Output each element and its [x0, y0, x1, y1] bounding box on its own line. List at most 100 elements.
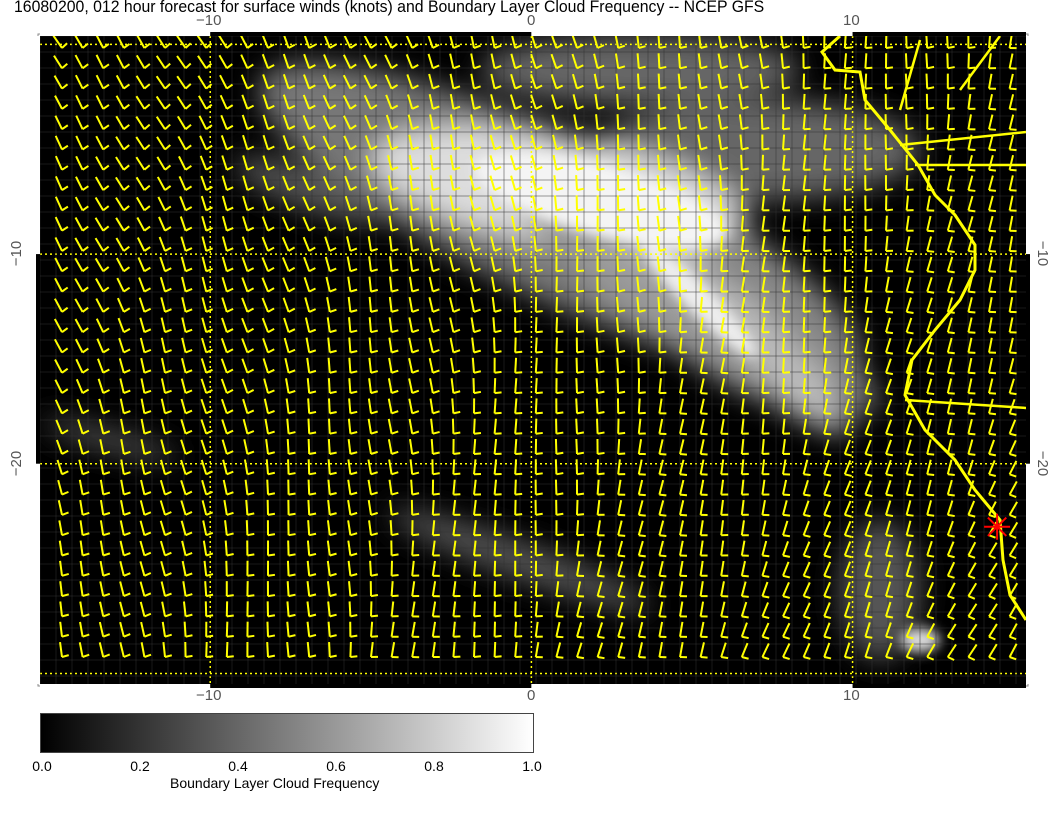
wind-barb [448, 256, 461, 273]
wind-barb [347, 520, 358, 537]
wind-barb [738, 36, 749, 49]
wind-barb [782, 114, 791, 131]
wind-barb [555, 256, 564, 273]
wind-barb [135, 95, 151, 110]
wind-barb [740, 296, 749, 314]
wind-barb [367, 236, 378, 252]
wind-barb [988, 114, 997, 131]
wind-barb [864, 256, 873, 273]
wind-barb [160, 439, 172, 455]
country-border [904, 398, 1026, 410]
wind-barb [201, 317, 214, 334]
wind-barb [967, 480, 976, 497]
wind-barb [636, 195, 646, 212]
wind-barb [576, 317, 585, 334]
wind-barb [782, 398, 791, 415]
wind-barb [761, 499, 770, 517]
wind-barb [946, 479, 955, 497]
wind-barb [473, 641, 482, 658]
wind-barb [367, 215, 378, 232]
wind-barb [490, 236, 502, 252]
wind-barb [326, 296, 337, 313]
wind-barb [720, 499, 729, 516]
wind-barb [59, 621, 70, 638]
wind-barb [679, 418, 688, 436]
wind-barb [182, 581, 193, 598]
wind-barb [534, 459, 543, 476]
wind-barb [115, 95, 130, 110]
wind-barb [96, 338, 110, 354]
wind-barb [636, 175, 646, 192]
wind-barb [864, 622, 873, 639]
wind-barb [469, 154, 481, 171]
wind-barb [514, 317, 523, 334]
wind-barb [677, 114, 688, 131]
wind-barb [905, 643, 914, 661]
wind-barb [511, 236, 523, 252]
wind-barb [181, 560, 193, 577]
wind-barb [366, 195, 378, 212]
wind-barb [946, 317, 955, 335]
wind-barb [514, 641, 523, 658]
wind-barb [119, 621, 131, 638]
wind-barb [782, 175, 791, 192]
wind-barb [988, 603, 998, 621]
wind-barb [988, 460, 997, 477]
wind-barb [221, 155, 234, 171]
wind-barb [428, 94, 440, 110]
wind-barb [140, 459, 152, 476]
wind-barb [679, 601, 688, 618]
wind-barb [658, 357, 667, 374]
wind-barb [658, 601, 667, 618]
wind-barb [699, 439, 708, 456]
wind-barb [489, 114, 502, 131]
wind-barb [390, 581, 399, 598]
wind-barb [864, 601, 873, 619]
wind-barb [449, 93, 461, 110]
wind-barb [367, 499, 378, 516]
wind-barb [449, 317, 461, 334]
wind-barb [198, 115, 213, 131]
wind-barb [222, 459, 234, 476]
wind-barb [843, 622, 852, 639]
wind-barb [988, 542, 998, 560]
wind-barb [408, 296, 420, 313]
wind-barb [885, 36, 894, 49]
wind-barb [555, 581, 564, 598]
wind-barb [160, 418, 172, 435]
wind-barb [616, 114, 626, 131]
wind-barb [782, 296, 791, 313]
wind-barb [967, 643, 978, 661]
wind-barb [473, 459, 482, 476]
wind-barb [54, 257, 69, 273]
wind-barb [551, 36, 564, 49]
wind-barb [307, 418, 317, 435]
wind-barb [160, 357, 172, 374]
wind-barb [885, 540, 894, 558]
wind-barb [967, 398, 976, 415]
wind-barb [593, 53, 605, 70]
wind-barb [637, 378, 646, 395]
wind-barb [197, 75, 213, 90]
wind-barb [905, 479, 914, 497]
wind-barb [988, 236, 997, 253]
wind-barb [575, 357, 585, 374]
wind-barb [677, 134, 688, 151]
wind-barb [94, 196, 110, 212]
wind-barb [390, 540, 399, 557]
wind-barb [864, 53, 873, 70]
wind-barb [512, 256, 523, 273]
wind-barb [697, 175, 708, 192]
wind-barb [95, 74, 110, 90]
wind-barb [555, 499, 564, 516]
wind-barb [176, 55, 192, 70]
wind-barb [532, 195, 543, 212]
wind-barb [410, 499, 420, 516]
frame-bar [36, 463, 40, 684]
wind-barb [448, 297, 461, 313]
wind-barb [368, 317, 379, 334]
wind-barb [760, 114, 770, 131]
wind-barb [1008, 542, 1019, 560]
colorbar-tick: 0.4 [228, 758, 248, 774]
wind-barb [823, 439, 832, 457]
